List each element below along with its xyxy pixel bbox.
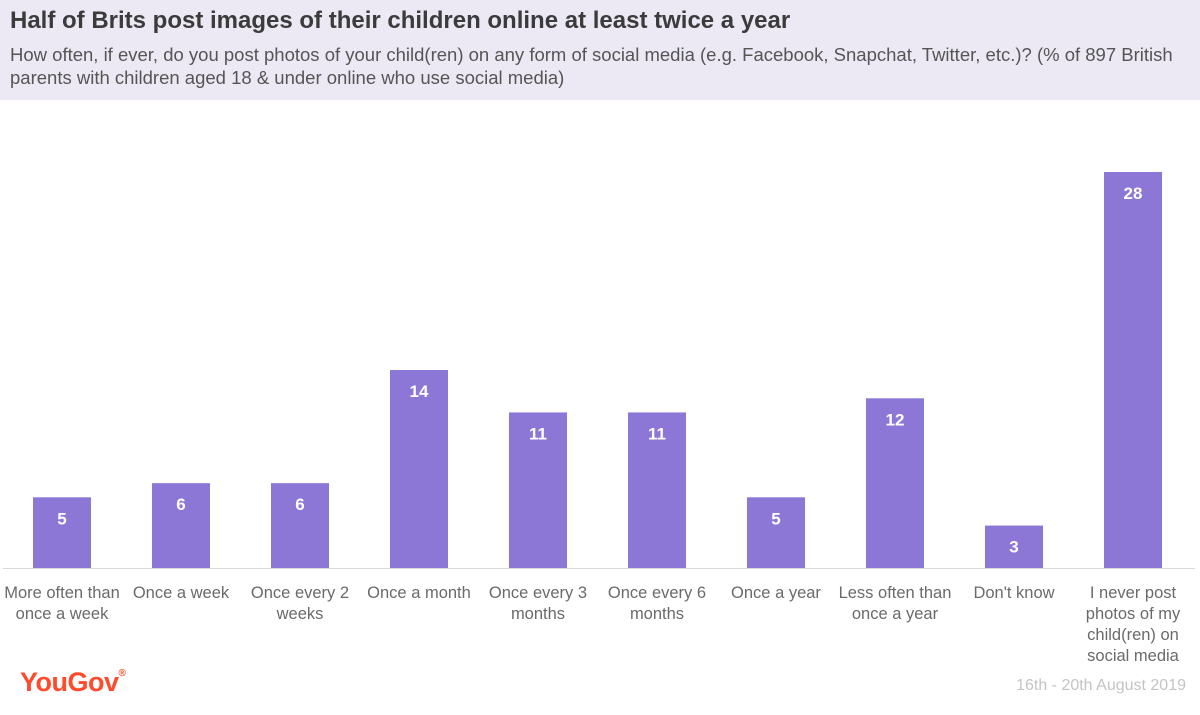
- bar-6: [628, 412, 686, 568]
- category-label: Once every 6 months: [607, 584, 707, 623]
- bar-value-label: 11: [648, 424, 666, 443]
- bar-value-label: 5: [771, 509, 780, 528]
- category-label: Once a week: [132, 584, 230, 602]
- category-label: Once every 3 months: [488, 584, 588, 623]
- category-label: Less often than once a year: [838, 584, 952, 623]
- bar-7: [747, 497, 805, 568]
- bar-value-label: 12: [886, 410, 905, 429]
- bar-chart: 5 6 6 14 11 11 5 12 3 28: [3, 172, 1195, 569]
- header-banner: Half of Brits post images of their child…: [0, 0, 1200, 100]
- category-label: Once a year: [731, 584, 821, 602]
- bar-value-label: 6: [295, 495, 304, 514]
- bar-4: [390, 370, 448, 568]
- bar-10: [1104, 172, 1162, 568]
- category-label: Don't know: [973, 584, 1055, 602]
- bar-1: [33, 497, 91, 568]
- category-label: Once a month: [367, 584, 471, 602]
- category-label: More often than once a week: [4, 584, 120, 623]
- bar-9: [985, 525, 1043, 568]
- bar-2: [152, 483, 210, 568]
- category-label: I never post photos of my child(ren) on …: [1085, 584, 1181, 665]
- survey-date: 16th - 20th August 2019: [1016, 677, 1186, 694]
- bar-value-label: 28: [1124, 184, 1143, 203]
- registered-mark-icon: ®: [118, 668, 126, 679]
- chart-title: Half of Brits post images of their child…: [10, 7, 791, 34]
- bar-value-label: 14: [410, 382, 429, 401]
- bar-value-label: 5: [57, 509, 66, 528]
- category-label: Once every 2 weeks: [250, 584, 350, 623]
- bar-value-label: 11: [529, 424, 547, 443]
- bar-8: [866, 398, 924, 568]
- bar-value-label: 3: [1009, 538, 1018, 557]
- yougov-logo: YouGov®: [20, 667, 126, 698]
- bar-5: [509, 412, 567, 568]
- logo-text: YouGov: [20, 667, 119, 697]
- chart-subtitle: How often, if ever, do you post photos o…: [10, 44, 1173, 88]
- bar-value-label: 6: [176, 495, 185, 514]
- bar-3: [271, 483, 329, 568]
